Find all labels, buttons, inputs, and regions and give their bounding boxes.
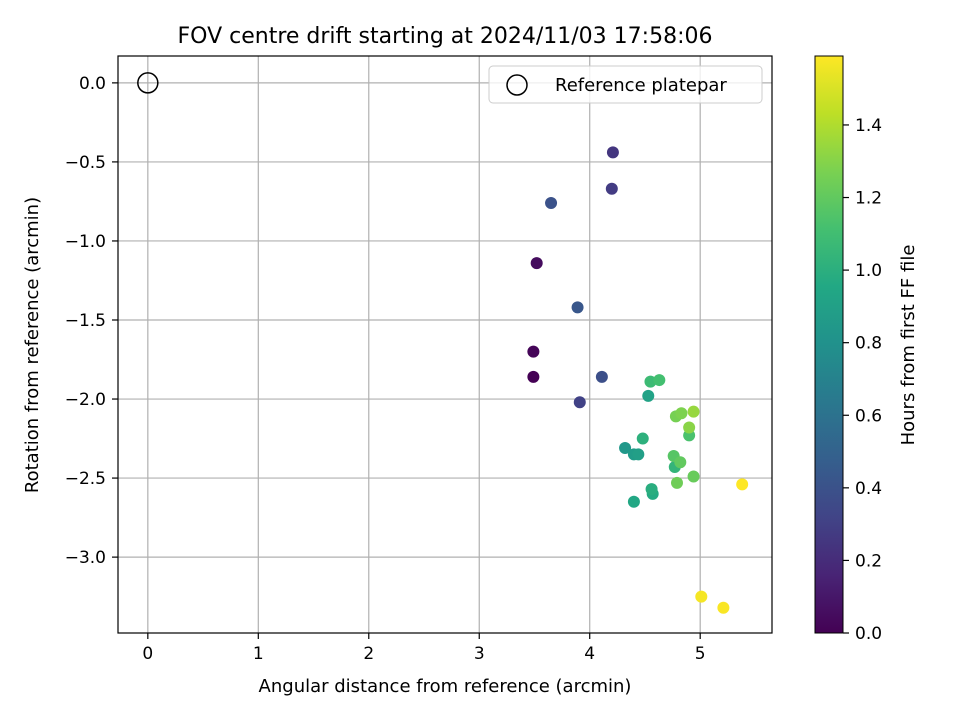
data-point <box>573 396 586 409</box>
y-tick-label: −2.5 <box>65 469 106 489</box>
legend: Reference platepar <box>488 65 763 104</box>
colorbar-tick-label: 1.0 <box>855 261 882 281</box>
data-point <box>619 442 632 455</box>
colorbar-tick-label: 1.2 <box>855 189 882 209</box>
data-point <box>627 495 640 508</box>
y-tick-label: −1.0 <box>65 232 106 252</box>
x-tick-label: 1 <box>253 644 264 664</box>
legend-label: Reference platepar <box>555 75 727 96</box>
x-tick-label: 2 <box>363 644 374 664</box>
colorbar-tick-label: 0.8 <box>855 334 882 354</box>
y-tick-label: −3.0 <box>65 548 106 568</box>
data-point <box>674 456 687 469</box>
colorbar <box>814 55 844 634</box>
data-point <box>717 601 730 614</box>
data-point <box>642 389 655 402</box>
colorbar-tick-label: 0.0 <box>855 624 882 644</box>
colorbar-tick-label: 0.2 <box>855 551 882 571</box>
colorbar-ticks: 0.0 0.2 0.4 0.6 0.8 1.0 1.2 1.4 <box>843 116 882 644</box>
y-tick-label: −2.0 <box>65 390 106 410</box>
data-points <box>137 72 749 614</box>
legend-marker-icon <box>506 74 528 96</box>
x-axis-label: Angular distance from reference (arcmin) <box>259 676 632 697</box>
colorbar-tick-label: 0.4 <box>855 479 882 499</box>
grid-lines <box>118 56 772 633</box>
data-point <box>571 301 584 314</box>
colorbar-tick-label: 0.6 <box>855 406 882 426</box>
data-point <box>653 374 666 387</box>
data-point <box>545 197 558 210</box>
chart-title: FOV centre drift starting at 2024/11/03 … <box>178 24 713 49</box>
y-axis-ticks: 0.0 −0.5 −1.0 −1.5 −2.0 −2.5 −3.0 <box>65 74 118 568</box>
data-point <box>606 146 619 159</box>
data-point <box>670 476 683 489</box>
colorbar-tick-label: 1.4 <box>855 116 882 136</box>
data-point <box>683 421 696 434</box>
data-point <box>687 405 700 418</box>
y-tick-label: 0.0 <box>79 74 106 94</box>
data-point <box>645 483 658 496</box>
reference-platepar-marker <box>137 72 159 94</box>
x-tick-label: 5 <box>695 644 706 664</box>
data-point <box>632 448 645 461</box>
data-point <box>527 345 540 358</box>
data-point <box>675 407 688 420</box>
legend-box <box>488 65 763 104</box>
y-tick-label: −1.5 <box>65 311 106 331</box>
data-point <box>530 257 543 270</box>
data-point <box>527 370 540 383</box>
data-point <box>644 375 657 388</box>
plot-frame <box>117 55 773 634</box>
data-point <box>695 590 708 603</box>
data-point <box>636 432 649 445</box>
colorbar-label: Hours from first FF file <box>898 245 919 446</box>
y-axis-label: Rotation from reference (arcmin) <box>22 197 43 493</box>
x-axis-ticks: 0 1 2 3 4 5 <box>142 633 706 664</box>
y-tick-label: −0.5 <box>65 153 106 173</box>
x-tick-label: 4 <box>584 644 595 664</box>
x-tick-label: 3 <box>474 644 485 664</box>
x-tick-label: 0 <box>142 644 153 664</box>
data-point <box>605 182 618 195</box>
data-point <box>736 478 749 491</box>
data-point <box>687 470 700 483</box>
data-point <box>595 370 608 383</box>
